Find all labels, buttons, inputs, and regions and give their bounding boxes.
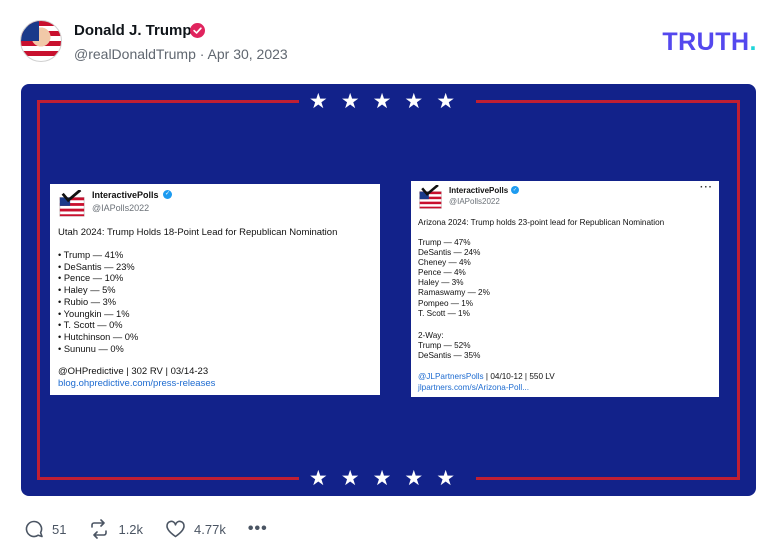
author-handle-and-date: @realDonaldTrump · Apr 30, 2023 bbox=[74, 46, 288, 62]
truth-logo-dot: . bbox=[749, 28, 757, 56]
truth-logo[interactable]: TRUTH. bbox=[662, 28, 757, 57]
candidate-list: Trump — 47% DeSantis — 24% Cheney — 4% Penc… bbox=[418, 238, 490, 319]
card-source: @OHPredictive | 302 RV | 03/14-23 bbox=[58, 366, 209, 377]
post-actions: 51 1.2k 4.77k ••• bbox=[24, 519, 268, 539]
card-verified-icon: ✓ bbox=[163, 190, 172, 199]
list-item: Pompeo — 1% bbox=[418, 298, 474, 308]
interactivepolls-logo-icon bbox=[59, 190, 85, 217]
card-source-link[interactable]: jlpartners.com/s/Arizona-Poll... bbox=[418, 383, 530, 392]
card-title: Utah 2024: Trump Holds 18-Point Lead for… bbox=[58, 227, 338, 238]
stars-bottom: ★★★★★ bbox=[308, 467, 469, 490]
frame-line-bottom-left bbox=[37, 477, 299, 480]
frame-line-left bbox=[37, 100, 40, 480]
stars-top: ★★★★★ bbox=[308, 90, 469, 113]
card-source-handle[interactable]: @JLPartnersPolls bbox=[418, 372, 484, 381]
frame-line-right bbox=[737, 100, 740, 480]
card-account-handle: @IAPolls2022 bbox=[92, 203, 150, 213]
retruth-icon bbox=[91, 519, 108, 539]
like-button[interactable]: 4.77k bbox=[165, 519, 226, 539]
list-item: • Rubio — 3% bbox=[58, 296, 117, 307]
retruth-button[interactable]: 1.2k bbox=[88, 519, 143, 539]
post-date[interactable]: Apr 30, 2023 bbox=[207, 46, 288, 62]
list-item: • T. Scott — 0% bbox=[58, 320, 123, 331]
retruth-count: 1.2k bbox=[118, 521, 144, 537]
list-item: • DeSantis — 23% bbox=[58, 261, 135, 272]
reply-count: 51 bbox=[52, 521, 67, 537]
two-way-label: 2-Way: bbox=[418, 331, 444, 340]
card-account-name: InteractivePolls bbox=[92, 190, 159, 200]
card-source: @JLPartnersPolls | 04/10-12 | 550 LV bbox=[418, 372, 555, 381]
post-image[interactable]: ★★★★★ ★★★★★ InteractivePolls ✓ @IAPolls2… bbox=[21, 84, 756, 496]
card-more-icon[interactable]: ··· bbox=[700, 182, 713, 193]
author-avatar[interactable] bbox=[20, 20, 62, 62]
card-source-link[interactable]: blog.ohpredictive.com/press-releases bbox=[58, 378, 216, 389]
author-name[interactable]: Donald J. Trump bbox=[74, 22, 192, 39]
list-item: Trump — 52% bbox=[418, 341, 471, 350]
card-account-handle: @IAPolls2022 bbox=[449, 197, 500, 206]
list-item: DeSantis — 35% bbox=[418, 351, 481, 361]
two-way-list: Trump — 52% DeSantis — 35% bbox=[418, 341, 480, 361]
like-count: 4.77k bbox=[194, 521, 226, 537]
list-item: Haley — 3% bbox=[418, 278, 464, 288]
separator-dot: · bbox=[199, 46, 208, 62]
list-item: • Pence — 10% bbox=[58, 273, 124, 284]
list-item: Trump — 47% bbox=[418, 238, 471, 247]
heart-icon bbox=[166, 520, 185, 538]
author-handle[interactable]: @realDonaldTrump bbox=[74, 46, 196, 62]
comment-icon bbox=[25, 520, 43, 538]
card-verified-icon: ✓ bbox=[511, 186, 519, 194]
candidate-list: • Trump — 41% • DeSantis — 23% • Pence — 1… bbox=[58, 250, 138, 355]
list-item: T. Scott — 1% bbox=[418, 308, 470, 318]
list-item: • Hutchinson — 0% bbox=[58, 331, 139, 342]
list-item: • Youngkin — 1% bbox=[58, 308, 130, 319]
list-item: Pence — 4% bbox=[418, 268, 466, 278]
list-item: • Sununu — 0% bbox=[58, 343, 124, 354]
frame-line-top-left bbox=[37, 100, 299, 103]
list-item: • Trump — 41% bbox=[58, 250, 124, 260]
list-item: Cheney — 4% bbox=[418, 258, 471, 268]
card-source-details: | 04/10-12 | 550 LV bbox=[483, 372, 555, 381]
more-options-icon[interactable]: ••• bbox=[247, 520, 268, 537]
list-item: DeSantis — 24% bbox=[418, 248, 481, 258]
interactivepolls-logo-icon bbox=[419, 185, 442, 209]
card-account-name: InteractivePolls bbox=[449, 186, 509, 195]
poll-card-utah: InteractivePolls ✓ @IAPolls2022 Utah 202… bbox=[50, 184, 380, 395]
frame-line-bottom-right bbox=[476, 477, 740, 480]
truth-logo-text: TRUTH bbox=[662, 28, 750, 56]
card-title: Arizona 2024: Trump holds 23-point lead … bbox=[418, 218, 665, 227]
reply-button[interactable]: 51 bbox=[24, 519, 66, 539]
verified-badge-icon bbox=[190, 23, 205, 38]
list-item: • Haley — 5% bbox=[58, 285, 116, 296]
frame-line-top-right bbox=[476, 100, 740, 103]
poll-card-arizona: InteractivePolls ✓ ··· @IAPolls2022 Ariz… bbox=[411, 181, 719, 397]
list-item: Ramaswamy — 2% bbox=[418, 288, 490, 298]
